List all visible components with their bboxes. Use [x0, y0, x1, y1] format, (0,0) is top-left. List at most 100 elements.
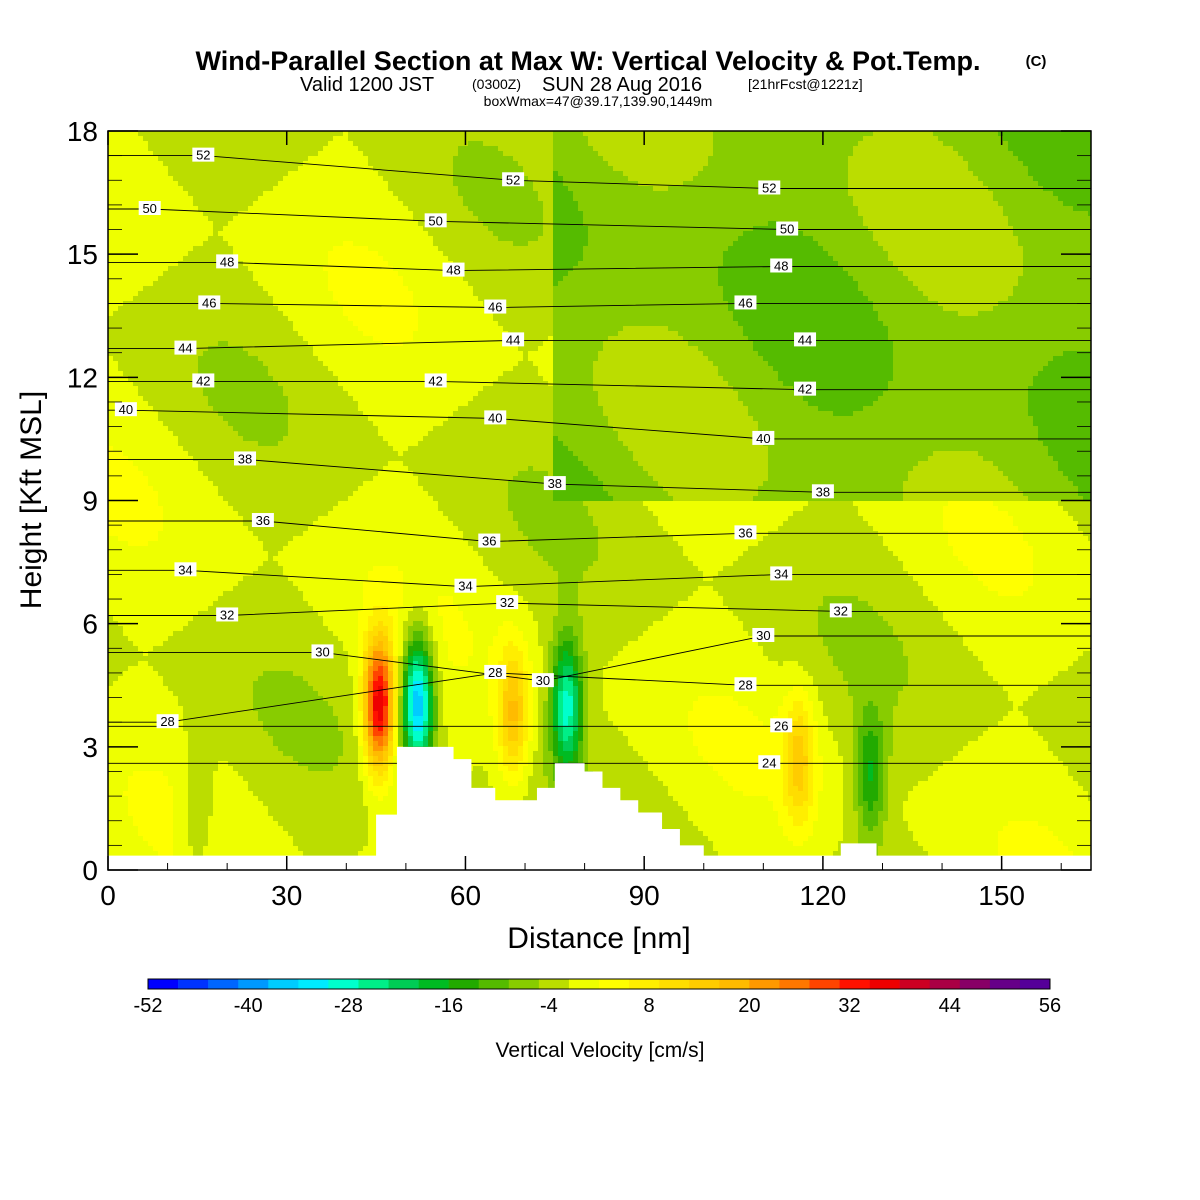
- w-cell: [918, 231, 924, 237]
- w-cell: [903, 136, 909, 142]
- w-cell: [928, 206, 934, 212]
- w-cell: [258, 206, 264, 212]
- w-cell: [588, 241, 594, 247]
- w-cell: [988, 231, 994, 237]
- w-cell: [678, 206, 684, 212]
- w-cell: [953, 166, 959, 172]
- w-cell: [1053, 131, 1059, 137]
- w-cell: [243, 151, 249, 157]
- w-cell: [663, 161, 669, 167]
- w-cell: [913, 221, 919, 227]
- w-cell: [508, 246, 514, 252]
- w-cell: [323, 131, 329, 137]
- w-cell: [723, 181, 729, 187]
- w-cell: [1008, 166, 1014, 172]
- w-cell: [743, 201, 749, 207]
- w-cell: [948, 251, 954, 257]
- w-cell: [1053, 211, 1059, 217]
- w-cell: [608, 156, 614, 162]
- w-cell: [948, 206, 954, 212]
- w-cell: [938, 146, 944, 152]
- w-cell: [508, 136, 514, 142]
- w-cell: [813, 166, 819, 172]
- w-cell: [278, 186, 284, 192]
- w-cell: [708, 201, 714, 207]
- w-cell: [883, 156, 889, 162]
- w-cell: [918, 196, 924, 202]
- w-cell: [698, 136, 704, 142]
- w-cell: [958, 221, 964, 227]
- w-cell: [888, 166, 894, 172]
- w-cell: [898, 146, 904, 152]
- w-cell: [683, 206, 689, 212]
- w-cell: [193, 236, 199, 242]
- w-cell: [973, 161, 979, 167]
- w-cell: [583, 146, 589, 152]
- w-cell: [163, 176, 169, 182]
- w-cell: [1013, 216, 1019, 222]
- w-cell: [178, 136, 184, 142]
- w-cell: [668, 201, 674, 207]
- w-cell: [273, 151, 279, 157]
- w-cell: [253, 181, 259, 187]
- w-cell: [113, 141, 119, 147]
- w-cell: [378, 206, 384, 212]
- w-cell: [513, 136, 519, 142]
- w-cell: [323, 226, 329, 232]
- w-cell: [938, 201, 944, 207]
- w-cell: [1038, 191, 1044, 197]
- w-cell: [293, 221, 299, 227]
- w-cell: [623, 231, 629, 237]
- w-cell: [163, 191, 169, 197]
- w-cell: [943, 136, 949, 142]
- w-cell: [603, 141, 609, 147]
- w-cell: [218, 221, 224, 227]
- w-cell: [223, 231, 229, 237]
- w-cell: [893, 171, 899, 177]
- w-cell: [1068, 236, 1074, 242]
- w-cell: [388, 186, 394, 192]
- w-cell: [958, 231, 964, 237]
- w-cell: [583, 171, 589, 177]
- w-cell: [243, 216, 249, 222]
- w-cell: [388, 221, 394, 227]
- w-cell: [563, 136, 569, 142]
- w-cell: [118, 226, 124, 232]
- w-cell: [653, 136, 659, 142]
- w-cell: [953, 246, 959, 252]
- w-cell: [858, 226, 864, 232]
- w-cell: [708, 241, 714, 247]
- w-cell: [818, 191, 824, 197]
- w-cell: [108, 181, 114, 187]
- w-cell: [1013, 221, 1019, 227]
- w-cell: [833, 171, 839, 177]
- w-cell: [743, 206, 749, 212]
- w-cell: [158, 241, 164, 247]
- w-cell: [428, 161, 434, 167]
- w-cell: [298, 251, 304, 257]
- w-cell: [238, 176, 244, 182]
- w-cell: [273, 256, 279, 262]
- w-cell: [468, 196, 474, 202]
- w-cell: [1008, 161, 1014, 167]
- w-cell: [908, 216, 914, 222]
- w-cell: [478, 226, 484, 232]
- w-cell: [278, 241, 284, 247]
- w-cell: [728, 136, 734, 142]
- w-cell: [843, 151, 849, 157]
- w-cell: [453, 151, 459, 157]
- w-cell: [488, 136, 494, 142]
- w-cell: [143, 136, 149, 142]
- w-cell: [238, 141, 244, 147]
- w-cell: [443, 161, 449, 167]
- w-cell: [748, 201, 754, 207]
- w-cell: [288, 141, 294, 147]
- w-cell: [923, 161, 929, 167]
- w-cell: [668, 166, 674, 172]
- w-cell: [703, 221, 709, 227]
- w-cell: [938, 166, 944, 172]
- w-cell: [118, 236, 124, 242]
- w-cell: [948, 221, 954, 227]
- w-cell: [478, 241, 484, 247]
- w-cell: [753, 176, 759, 182]
